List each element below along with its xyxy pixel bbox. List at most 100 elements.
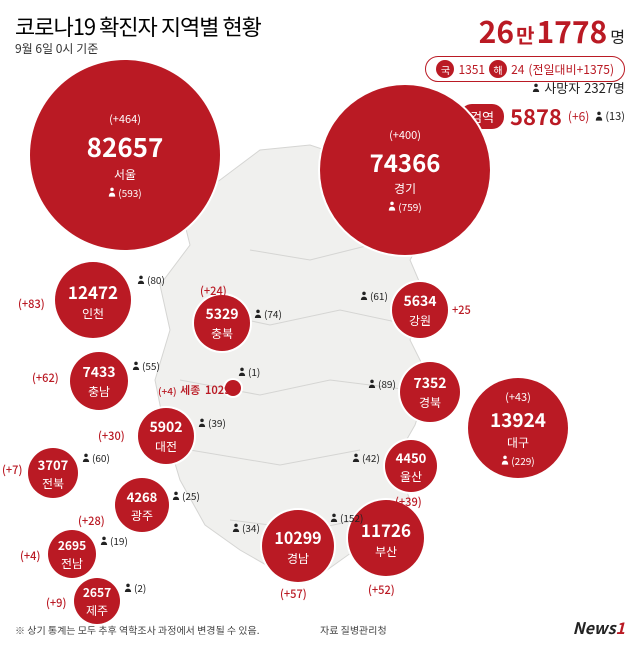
region-jeju: 2657제주 [74, 578, 120, 624]
region-value: 74366 [370, 144, 441, 179]
region-name: 대구 [507, 434, 529, 451]
ulsan-change: (+39) [395, 494, 422, 510]
region-value: 11726 [361, 517, 411, 542]
region-jeonnam: 2695전남 [48, 530, 96, 578]
quarantine-deaths-value: (13) [605, 108, 625, 124]
quarantine-value: 5878 [510, 100, 562, 132]
person-icon [100, 536, 108, 546]
jeonbuk-deaths: (60) [82, 450, 110, 465]
jeju-deaths: (2) [124, 580, 146, 595]
region-name: 경기 [394, 180, 416, 197]
jeju-change: (+9) [46, 595, 66, 611]
region-name: 경북 [419, 394, 441, 411]
region-value: 4268 [127, 487, 158, 506]
incheon-change: (+83) [18, 296, 45, 312]
day-change: (전일대비+1375) [528, 61, 614, 78]
region-gyeongbuk: 7352경북 [400, 362, 460, 422]
incheon-deaths: (80) [137, 272, 165, 287]
sejong-deaths: (1) [238, 364, 260, 379]
region-ulsan: 4450울산 [385, 440, 437, 492]
region-deaths: (759) [388, 199, 421, 214]
jeonnam-deaths-val: (19) [110, 533, 128, 548]
region-name: 제주 [86, 602, 108, 619]
gyeongnam-change: (+57) [280, 586, 307, 602]
deaths-value: 2327명 [584, 78, 625, 97]
region-gyeongnam: 10299경남 [262, 510, 334, 582]
person-icon [595, 111, 603, 121]
person-icon [254, 309, 262, 319]
footer-note: ※ 상기 통계는 모두 추후 역학조사 과정에서 변경될 수 있음. [15, 622, 260, 637]
ulsan-deaths-val: (42) [362, 450, 380, 465]
region-name: 충남 [88, 383, 110, 400]
region-value: 2695 [58, 537, 86, 554]
region-daegu: (+43)13924대구 (229) [468, 378, 568, 478]
gyeongnam-deaths: (34) [232, 520, 260, 535]
daejeon-change: (+30) [98, 428, 125, 444]
person-icon [352, 453, 360, 463]
person-icon [172, 491, 180, 501]
daejeon-deaths: (39) [198, 415, 226, 430]
chungbuk-deaths-val: (74) [264, 306, 282, 321]
jeonnam-change: (+4) [20, 548, 40, 564]
region-name: 대전 [155, 438, 177, 455]
sejong-deaths-val: (1) [248, 364, 260, 379]
region-name: 인천 [82, 305, 104, 322]
foreign-value: 24 [511, 61, 524, 78]
region-value: 82657 [87, 128, 164, 165]
total-unit-person: 명 [610, 24, 625, 48]
jeju-deaths-val: (2) [134, 580, 146, 595]
region-name: 전북 [42, 475, 64, 492]
sejong-label: 세종 [180, 382, 200, 398]
region-gangwon: 5634강원 [392, 282, 448, 338]
person-icon [238, 367, 246, 377]
person-icon [124, 583, 132, 593]
region-value: 5902 [149, 417, 182, 437]
domestic-value: 1351 [458, 61, 485, 78]
busan-deaths-val: (152) [340, 510, 363, 525]
region-name: 서울 [114, 166, 136, 183]
region-name: 충북 [211, 325, 233, 342]
region-value: 7352 [413, 373, 446, 393]
busan-change: (+52) [368, 582, 395, 598]
gyeongbuk-deaths: (89) [368, 376, 396, 391]
foreign-badge: 해 [489, 60, 507, 78]
sejong-value: 1029 [205, 382, 231, 398]
sejong-change: (+4) [158, 383, 177, 398]
deaths-label: 사망자 2327명 [532, 78, 625, 97]
domestic-badge: 국 [436, 60, 454, 78]
chungbuk-deaths: (74) [254, 306, 282, 321]
region-value: 13924 [490, 406, 546, 433]
region-chungnam: 7433충남 [70, 352, 128, 410]
jeonbuk-deaths-val: (60) [92, 450, 110, 465]
person-icon [198, 418, 206, 428]
region-value: 5329 [205, 304, 238, 324]
person-icon [532, 83, 540, 93]
person-icon [360, 291, 368, 301]
region-value: 12472 [68, 279, 118, 304]
gangwon-deaths: (61) [360, 288, 388, 303]
region-name: 부산 [375, 543, 397, 560]
region-name: 전남 [61, 555, 83, 572]
region-gyeonggi: (+400)74366경기 (759) [320, 85, 490, 255]
chungnam-deaths-val: (55) [142, 358, 160, 373]
page-title: 코로나19 확진자 지역별 현황 [15, 10, 261, 42]
person-icon [137, 275, 145, 285]
region-change: (+400) [389, 127, 421, 143]
logo-1: 1 [616, 615, 625, 639]
region-gwangju: 4268광주 [115, 478, 169, 532]
gwangju-deaths: (25) [172, 488, 200, 503]
total-cases-block: 26 만 1778 명 국 1351 해 24 (전일대비+1375) [425, 8, 625, 82]
gyeongnam-deaths-val: (34) [242, 520, 260, 535]
total-prefix: 26 [479, 8, 514, 52]
quarantine-change: (+6) [568, 108, 589, 125]
region-value: 3707 [38, 455, 69, 474]
region-deaths: (229) [501, 453, 534, 468]
region-incheon: 12472인천 [55, 262, 131, 338]
busan-deaths: (152) [330, 510, 363, 525]
region-change: (+43) [505, 389, 531, 405]
region-name: 광주 [131, 507, 153, 524]
region-name: 울산 [400, 468, 422, 485]
gangwon-deaths-val: (61) [370, 288, 388, 303]
region-jeonbuk: 3707전북 [28, 448, 78, 498]
person-icon [132, 361, 140, 371]
